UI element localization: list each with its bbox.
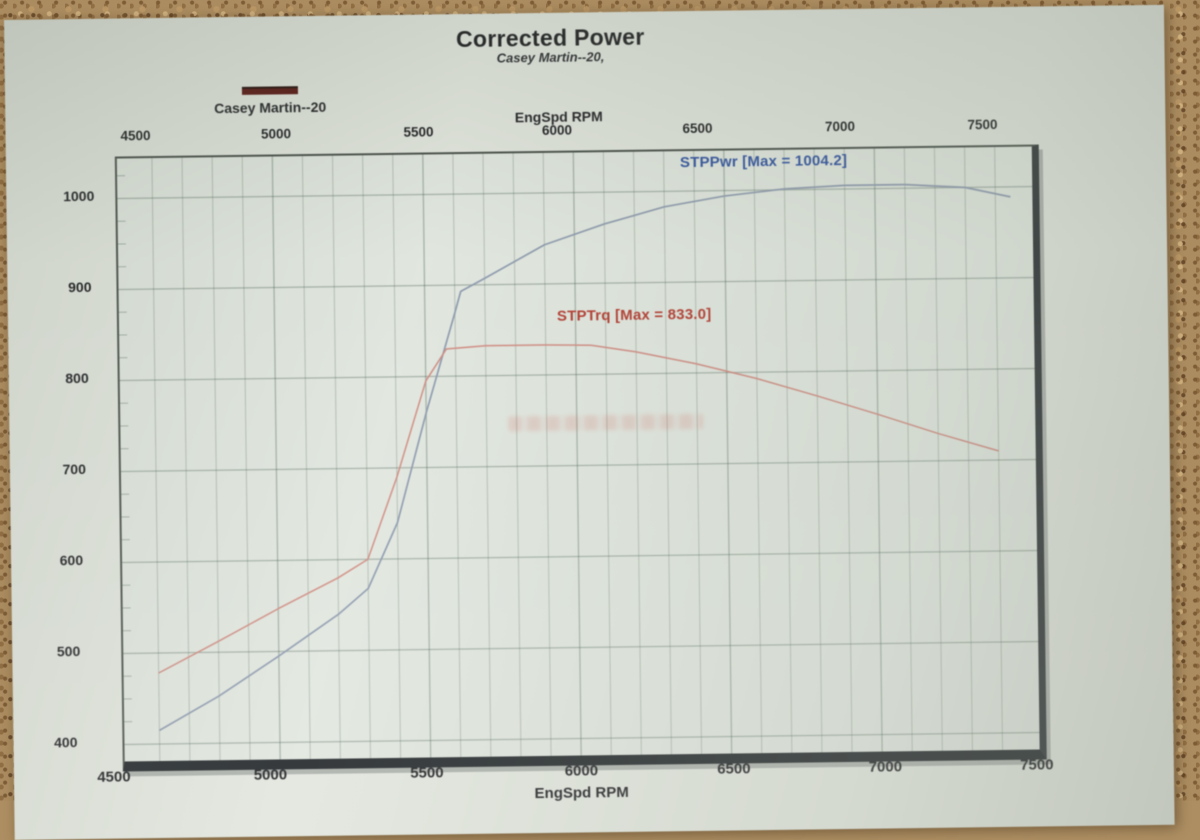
vertical-gridline xyxy=(182,158,190,761)
vertical-gridline xyxy=(874,149,882,752)
faint-watermark xyxy=(508,414,703,432)
vertical-gridline xyxy=(934,148,942,751)
vertical-gridline xyxy=(844,149,852,752)
vertical-gridline xyxy=(272,156,280,759)
legend-line-swatch xyxy=(242,86,298,95)
vertical-gridline xyxy=(152,158,160,761)
horizontal-gridline xyxy=(117,187,1032,199)
left-y-tick-label: 600 xyxy=(39,552,83,569)
horizontal-gridline xyxy=(121,460,1036,472)
chart-subtitle: Casey Martin--20, xyxy=(395,48,705,67)
horizontal-gridline xyxy=(124,733,1039,745)
bottom-x-tick-label: 6500 xyxy=(689,760,779,778)
vertical-gridline xyxy=(513,153,521,756)
bottom-x-tick-label: 7500 xyxy=(992,756,1082,774)
paper-sheet: Corrected Power Casey Martin--20, Casey … xyxy=(4,5,1175,840)
dyno-plot-svg xyxy=(117,147,1040,762)
legend-label: Casey Martin--20 xyxy=(165,98,375,117)
bottom-x-tick-label: 6000 xyxy=(536,762,626,780)
vertical-gridline xyxy=(242,157,250,760)
vertical-gridline xyxy=(784,150,792,753)
top-x-tick-label: 4500 xyxy=(90,128,180,144)
bottom-x-tick-label: 5500 xyxy=(382,764,472,782)
vertical-gridline xyxy=(724,151,732,754)
vertical-gridline xyxy=(363,155,371,758)
top-x-tick-label: 5500 xyxy=(373,124,463,140)
vertical-gridline xyxy=(302,156,310,759)
vertical-gridline xyxy=(965,147,973,750)
left-y-tick-label: 400 xyxy=(33,734,77,751)
vertical-gridline xyxy=(694,151,702,754)
horizontal-gridline xyxy=(122,551,1037,563)
power-max-annotation: STPPwr [Max = 1004.2] xyxy=(680,152,847,171)
vertical-gridline xyxy=(754,150,762,753)
vertical-gridline xyxy=(573,153,581,756)
horizontal-gridline xyxy=(123,642,1038,654)
horizontal-gridline xyxy=(120,369,1035,381)
left-y-tick-label: 900 xyxy=(47,279,91,296)
vertical-gridline xyxy=(633,152,641,755)
top-x-tick-label: 7500 xyxy=(937,117,1027,133)
vertical-gridline xyxy=(664,151,672,754)
top-x-tick-label: 6000 xyxy=(512,122,602,138)
vertical-gridline xyxy=(904,148,912,751)
vertical-gridline xyxy=(453,154,461,757)
vertical-gridline xyxy=(212,157,220,760)
vertical-gridline xyxy=(603,152,611,755)
chart-plot-area: STPPwr [Max = 1004.2] STPTrq [Max = 833.… xyxy=(115,144,1047,771)
left-y-tick-label: 1000 xyxy=(50,188,94,205)
vertical-gridline xyxy=(423,155,431,758)
vertical-gridline xyxy=(995,147,1003,750)
vertical-gridline xyxy=(393,155,401,758)
left-y-tick-label: 500 xyxy=(36,643,80,660)
vertical-gridline xyxy=(814,149,822,752)
left-y-tick-label: 700 xyxy=(42,461,86,478)
vertical-gridline xyxy=(483,154,491,757)
left-y-tick-label: 800 xyxy=(45,370,89,387)
vertical-gridline xyxy=(333,156,341,759)
top-x-tick-label: 5000 xyxy=(231,126,321,142)
horizontal-gridline xyxy=(119,278,1034,290)
top-x-tick-label: 7000 xyxy=(795,118,885,134)
top-x-tick-label: 6500 xyxy=(652,120,742,136)
bottom-axis-title-clipped: EngSpd RPM xyxy=(492,783,672,802)
stppwr-curve xyxy=(152,183,1017,730)
photo-of-dyno-printout: { "title": { "text": "Corrected Power", … xyxy=(0,0,1200,801)
bottom-x-tick-label: 5000 xyxy=(225,766,315,784)
bottom-x-tick-label: 4500 xyxy=(69,768,159,786)
torque-max-annotation: STPTrq [Max = 833.0] xyxy=(557,306,712,325)
bottom-x-tick-label: 7000 xyxy=(840,758,930,776)
